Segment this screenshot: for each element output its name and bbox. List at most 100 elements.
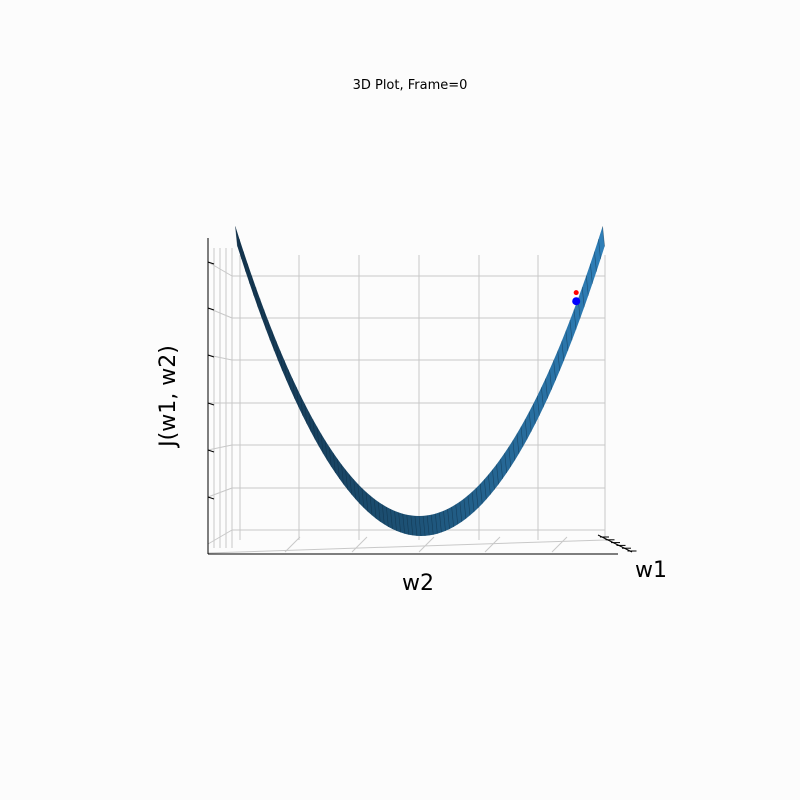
surface-mesh-line	[500, 458, 503, 479]
surface-mesh-line	[386, 506, 389, 527]
surface-mesh-line	[337, 458, 340, 479]
surface-mesh-line	[467, 495, 471, 516]
surface-mesh-line	[512, 440, 516, 461]
surface-mesh-line	[541, 387, 544, 408]
grid-floor-4	[551, 536, 568, 553]
surface-mesh-line	[349, 474, 352, 495]
surface-mesh-line	[312, 419, 316, 440]
surface-mesh-line	[537, 395, 540, 416]
surface-mesh-line	[545, 378, 548, 399]
grid-floor-1	[351, 536, 368, 553]
surface-mesh-line	[361, 487, 365, 509]
surface-mesh-line	[443, 510, 446, 531]
surface-mesh-line	[369, 495, 373, 516]
surface-mesh-line	[524, 419, 528, 440]
point-current	[572, 297, 581, 306]
surface-mesh-line	[251, 275, 255, 296]
surface-mesh-line	[422, 515, 426, 536]
surface-mesh-line	[267, 320, 271, 341]
grid-floor-3	[484, 536, 501, 553]
surface-mesh-line	[598, 239, 601, 260]
surface-mesh-line	[426, 515, 430, 536]
chart-title: 3D Plot, Frame=0	[353, 78, 468, 93]
surface-mesh-line	[239, 239, 242, 260]
surface-mesh-line	[594, 251, 597, 272]
point-prev	[573, 290, 579, 296]
surface-mesh-line	[553, 360, 556, 381]
surface-mesh-line	[414, 515, 418, 536]
surface-mesh-line	[463, 498, 467, 519]
surface-mesh-line	[581, 287, 585, 308]
surface-mesh-line	[504, 452, 507, 473]
surface-mesh-line	[516, 433, 520, 454]
surface-mesh-line	[508, 446, 512, 467]
surface-band	[235, 226, 605, 537]
z-tick-4	[207, 449, 215, 453]
surface-mesh-line	[451, 506, 454, 527]
axes	[207, 238, 637, 555]
surface-mesh-line	[381, 504, 385, 525]
surface-mesh-line	[292, 378, 295, 399]
surface-mesh-line	[569, 320, 573, 341]
surface-mesh-line	[345, 469, 348, 490]
surface-mesh-line	[365, 491, 369, 512]
surface-mesh-line	[557, 350, 561, 371]
surface-mesh-line	[357, 483, 361, 504]
z-tick-1	[207, 307, 215, 311]
surface-mesh-line	[573, 309, 577, 330]
z-tick-5	[207, 496, 215, 500]
surface-mesh-line	[455, 504, 459, 525]
surface-mesh-line	[324, 440, 328, 461]
depth-axis-line	[597, 534, 633, 553]
surface-mesh-line	[483, 479, 487, 500]
surface	[235, 226, 605, 537]
surface-mesh-line	[316, 426, 320, 447]
surface-mesh-line	[528, 411, 532, 432]
surface-mesh-line	[308, 411, 312, 432]
z-axis-label: J(w1, w2)	[156, 345, 181, 449]
surface-mesh-line	[430, 514, 434, 535]
surface-mesh-line	[247, 263, 250, 284]
surface-mesh-line	[561, 340, 565, 361]
surface-mesh-line	[475, 487, 479, 509]
surface-mesh-line	[410, 515, 414, 536]
surface-mesh-line	[279, 350, 283, 371]
surface-mesh-line	[406, 514, 410, 535]
surface-mesh-line	[300, 395, 303, 416]
surface-mesh-line	[235, 226, 238, 247]
surface-mesh-line	[341, 464, 344, 485]
surface-mesh-line	[259, 298, 263, 319]
grid-floor-0	[284, 536, 301, 553]
surface-mesh-line	[333, 452, 336, 473]
surface-mesh-line	[263, 309, 267, 330]
surface-mesh-line	[471, 491, 475, 512]
surface-mesh-line	[520, 426, 524, 447]
z-tick-0	[207, 261, 215, 265]
surface-mesh-line	[288, 369, 291, 390]
surface-mesh-line	[439, 512, 442, 533]
surface-mesh-line	[296, 387, 299, 408]
z-tick-2	[207, 354, 215, 358]
surface-mesh-line	[243, 251, 246, 272]
depth-axis-label-w1: w1	[635, 558, 667, 583]
surface-mesh-line	[549, 369, 552, 390]
surface-mesh-line	[275, 340, 279, 361]
surface-mesh-line	[320, 433, 324, 454]
surface-mesh-line	[390, 508, 393, 530]
surface-mesh-line	[532, 403, 536, 424]
surface-mesh-line	[435, 513, 438, 534]
surface-mesh-line	[394, 510, 397, 531]
surface-mesh-line	[271, 330, 275, 351]
grid-floor-front	[207, 539, 606, 554]
surface-mesh-line	[565, 330, 569, 351]
surface-mesh-line	[447, 508, 450, 530]
x-axis-label-w2: w2	[402, 571, 434, 596]
surface-mesh-line	[459, 501, 463, 522]
grid-floor-2	[418, 536, 435, 553]
surface-mesh-line	[492, 469, 495, 490]
surface-mesh-line	[602, 226, 605, 247]
surface-mesh-line	[353, 479, 357, 500]
surface-mesh-line	[418, 515, 422, 537]
markers	[572, 290, 581, 306]
